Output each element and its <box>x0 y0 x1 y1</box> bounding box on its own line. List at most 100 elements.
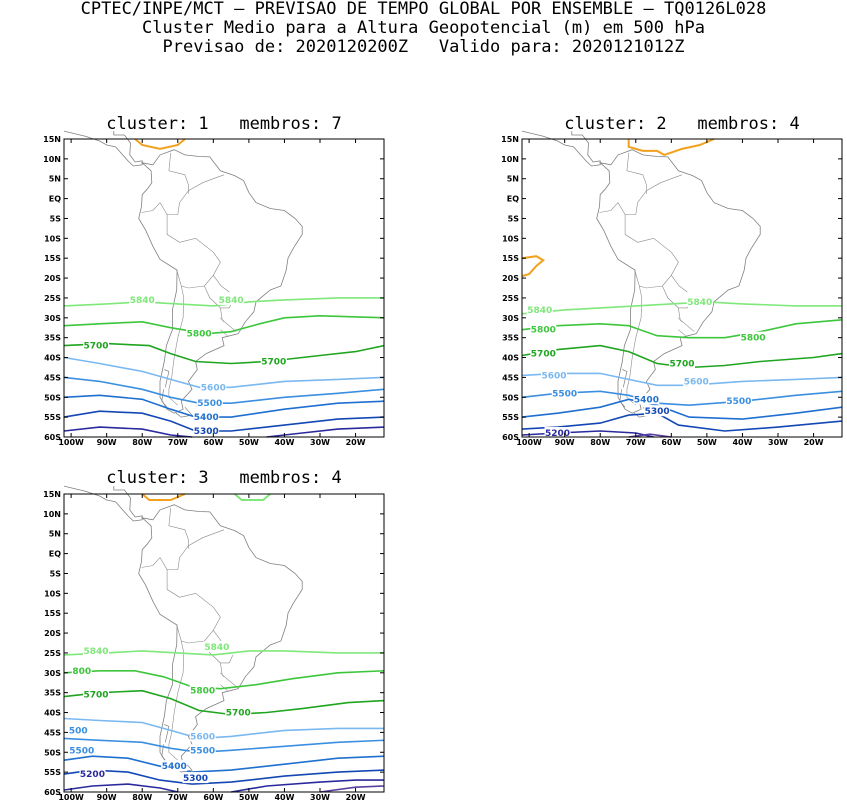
country-border <box>213 275 230 293</box>
lat-tick-label: 5S <box>50 569 62 578</box>
contour-label: 5840 <box>204 643 229 653</box>
lon-tick-label: 20W <box>804 438 824 447</box>
contour-5840 <box>521 301 842 315</box>
lat-tick-label: 5N <box>49 530 61 539</box>
lon-tick-label: 70W <box>168 438 188 447</box>
lat-tick-label: 50S <box>44 393 61 402</box>
lon-tick-label: 60W <box>661 438 681 447</box>
contour-label: 5840 <box>219 296 244 306</box>
lon-tick-label: 80W <box>132 793 152 802</box>
lat-tick-label: 55S <box>44 413 61 422</box>
lon-tick-label: 100W <box>58 438 84 447</box>
contour-5400 <box>63 755 385 773</box>
contour-label-bg <box>260 355 287 367</box>
contour-label-bg <box>644 405 671 417</box>
coastline <box>596 149 761 414</box>
contour-label: 5600 <box>201 383 226 393</box>
country-border <box>141 202 168 215</box>
contour-label: 5500 <box>552 389 577 399</box>
contour-5400 <box>521 398 843 420</box>
contour-5600 <box>63 356 385 389</box>
contour-label-bg <box>200 381 227 393</box>
contour-line <box>521 255 546 278</box>
contour-label: 5500 <box>726 397 751 407</box>
lon-tick-label: 40W <box>732 438 752 447</box>
island <box>175 406 193 418</box>
lat-tick-label: 15S <box>502 254 519 263</box>
lat-tick-label: 30S <box>44 314 61 323</box>
lat-tick-label: 15S <box>44 254 61 263</box>
lat-tick-label: 10S <box>44 589 61 598</box>
contour-label: 5300 <box>183 774 208 784</box>
lon-tick-label: 100W <box>58 793 84 802</box>
header-line-2: Cluster Medio para a Altura Geopotencial… <box>142 18 705 38</box>
contour-label-bg <box>203 640 230 652</box>
country-border <box>678 307 695 332</box>
coastline <box>138 504 303 769</box>
contour-label-bg <box>725 395 752 407</box>
contour-label-bg <box>218 293 245 305</box>
contour-5200 <box>63 426 193 438</box>
header-line-1: CPTEC/INPE/MCT — PREVISAO DE TEMPO GLOBA… <box>80 0 767 19</box>
lat-tick-label: 25S <box>502 294 519 303</box>
coastline <box>138 149 303 414</box>
contour-label: 5300 <box>645 407 670 417</box>
contour-label: 5700 <box>261 358 286 368</box>
lat-tick-label: 55S <box>502 413 519 422</box>
contour-label-bg <box>129 293 156 305</box>
country-border <box>168 152 189 194</box>
lon-tick-label: 20W <box>346 438 366 447</box>
lon-tick-label: 50W <box>239 793 259 802</box>
contour-5800 <box>63 314 385 335</box>
lon-tick-label: 80W <box>590 438 610 447</box>
contour-label-bg <box>83 688 109 700</box>
contour-label-bg <box>740 331 767 343</box>
contour-5400 <box>63 394 385 418</box>
contour-label-bg <box>196 397 223 409</box>
contour-label-bg <box>68 744 95 756</box>
country-border <box>678 317 683 323</box>
country-border <box>624 174 683 289</box>
contour-label-bg <box>633 393 660 405</box>
contour-label-bg <box>83 339 109 351</box>
lon-tick-label: 40W <box>274 438 294 447</box>
contour-5100 <box>319 785 385 793</box>
country-border <box>166 174 225 289</box>
contour-label-bg <box>161 760 188 772</box>
contour-label: 5600 <box>684 377 709 387</box>
lon-tick-label: 100W <box>516 438 542 447</box>
panel-1-title: cluster: 1 membros: 7 <box>106 114 342 134</box>
lat-tick-label: 5N <box>49 175 61 184</box>
contour-label: 5600 <box>541 371 566 381</box>
contour-5600 <box>63 717 384 740</box>
lat-tick-label: 60S <box>44 433 61 442</box>
country-border <box>671 275 688 293</box>
contour-label-bg <box>526 303 553 315</box>
lon-tick-label: 90W <box>555 438 575 447</box>
lat-tick-label: 10N <box>43 510 61 519</box>
contour-label-bg <box>79 768 106 780</box>
island <box>164 724 170 743</box>
lat-tick-label: 30S <box>44 669 61 678</box>
contour-5700 <box>63 689 385 716</box>
lat-tick-label: 20S <box>44 274 61 283</box>
contour-5840 <box>63 650 384 656</box>
lat-tick-label: EQ <box>507 195 519 204</box>
country-border <box>599 202 626 215</box>
lat-tick-label: 35S <box>44 689 61 698</box>
contour-label-bg <box>669 357 695 369</box>
lon-tick-label: 50W <box>239 438 259 447</box>
country-border <box>220 307 237 332</box>
lat-tick-label: 50S <box>44 748 61 757</box>
contour-5700 <box>63 342 385 365</box>
lon-tick-label: 90W <box>97 793 117 802</box>
contour-label-bg <box>193 411 220 423</box>
lat-tick-label: 10S <box>502 234 519 243</box>
contour-label-bg <box>83 644 109 656</box>
contour-label: 5700 <box>531 350 556 360</box>
lat-tick-label: 30S <box>502 314 519 323</box>
contour-label: 5600 <box>190 732 215 742</box>
contour-5840 <box>63 297 384 307</box>
contour-label-bg <box>189 684 216 696</box>
contour-5200 <box>63 783 178 793</box>
